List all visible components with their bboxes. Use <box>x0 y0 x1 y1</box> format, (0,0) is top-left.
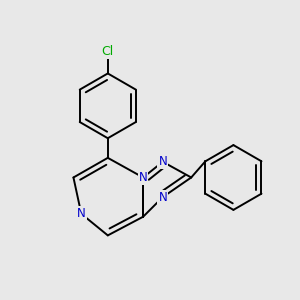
Text: N: N <box>139 171 148 184</box>
Text: N: N <box>77 207 86 220</box>
Text: Cl: Cl <box>102 45 114 58</box>
Text: N: N <box>158 155 167 168</box>
Text: N: N <box>158 190 167 204</box>
